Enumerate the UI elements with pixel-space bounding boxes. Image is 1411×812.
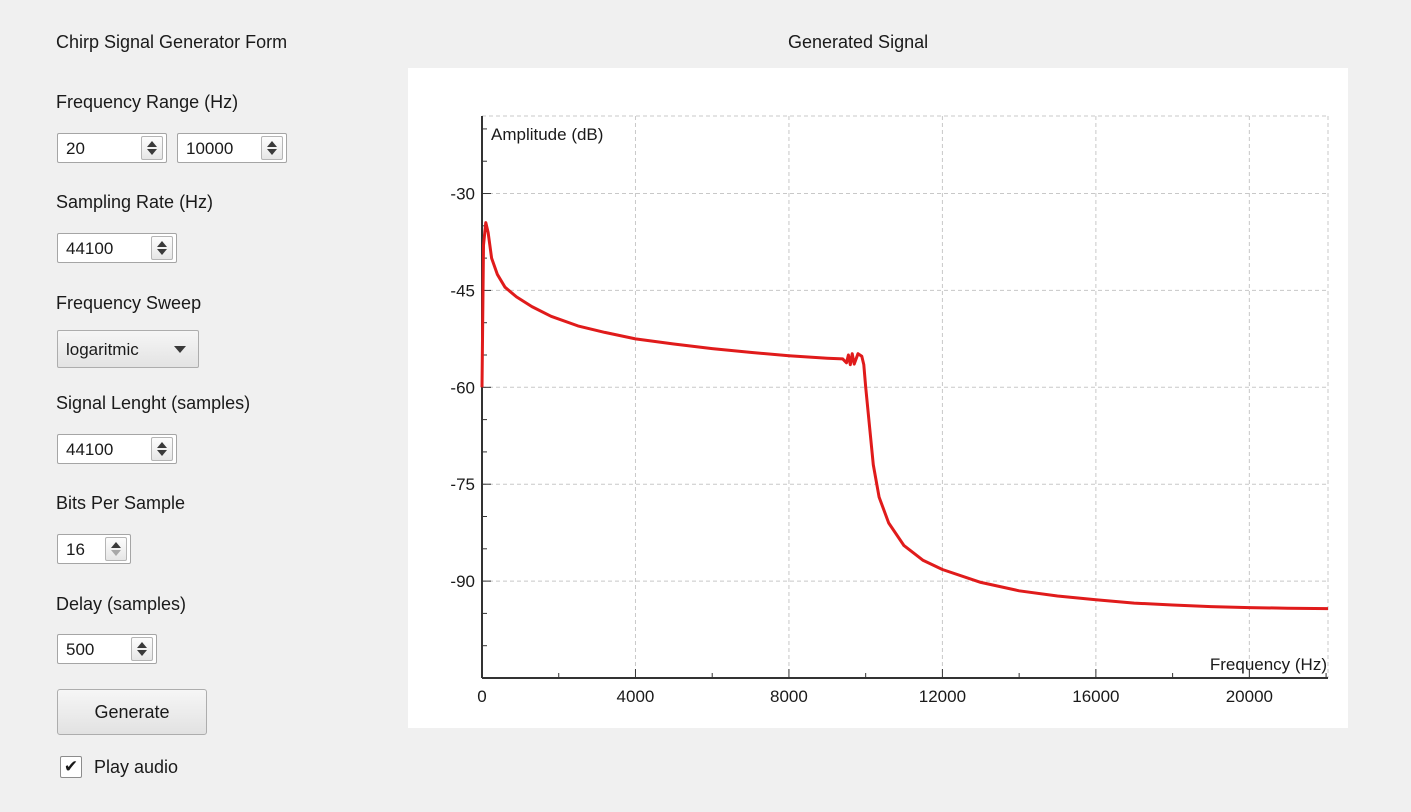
- x-axis-label: Frequency (Hz): [1210, 655, 1327, 674]
- sampling-rate-value: 44100: [66, 239, 114, 258]
- y-axis-label: Amplitude (dB): [491, 125, 603, 144]
- delay-label: Delay (samples): [56, 594, 187, 614]
- chevron-down-icon: [174, 346, 186, 353]
- frequency-min-value: 20: [66, 139, 85, 158]
- bits-per-sample-label: Bits Per Sample: [56, 493, 186, 513]
- frequency-sweep-select[interactable]: logaritmic: [57, 330, 199, 368]
- x-tick-label: 8000: [770, 687, 808, 706]
- plot-title: Generated Signal: [788, 32, 929, 52]
- signal-length-value: 44100: [66, 440, 114, 459]
- bits-per-sample-spinbox[interactable]: 16: [57, 534, 131, 564]
- spectrum-chart: 0 4000 8000 12000 16000 20000 -30 -45 -60 -75 -90 A…: [450, 115, 1329, 706]
- frequency-sweep-label: Frequency Sweep: [56, 293, 202, 313]
- y-tick-label: -60: [450, 378, 475, 397]
- sampling-rate-label: Sampling Rate (Hz): [56, 192, 214, 212]
- bits-per-sample-value: 16: [66, 540, 85, 559]
- form-title: Chirp Signal Generator Form: [56, 32, 288, 52]
- delay-value: 500: [66, 640, 95, 659]
- spin-arrows-icon[interactable]: [141, 136, 163, 160]
- x-tick-label: 20000: [1226, 687, 1273, 706]
- frequency-max-value: 10000: [186, 139, 234, 158]
- spin-arrows-icon[interactable]: [261, 136, 283, 160]
- x-tick-label: 4000: [617, 687, 655, 706]
- x-tick-label: 0: [477, 687, 486, 706]
- series-line: [480, 221, 1329, 611]
- delay-spinbox[interactable]: 500: [57, 634, 157, 664]
- spin-arrows-icon[interactable]: [131, 637, 153, 661]
- spin-arrows-icon[interactable]: [151, 437, 173, 461]
- y-tick-label: -90: [450, 572, 475, 591]
- y-tick-label: -75: [450, 475, 475, 494]
- x-tick-label: 16000: [1072, 687, 1119, 706]
- y-tick-label: -30: [450, 185, 475, 204]
- play-audio-checkbox[interactable]: ✔: [60, 756, 82, 778]
- play-audio-label[interactable]: Play audio: [94, 757, 179, 777]
- signal-length-spinbox[interactable]: 44100: [57, 434, 177, 464]
- generate-button[interactable]: Generate: [57, 689, 207, 735]
- spin-arrows-icon[interactable]: [151, 236, 173, 260]
- frequency-sweep-value: logaritmic: [66, 340, 139, 359]
- sampling-rate-spinbox[interactable]: 44100: [57, 233, 177, 263]
- spin-arrows-icon[interactable]: [105, 537, 127, 561]
- y-tick-label: -45: [450, 281, 475, 300]
- x-tick-label: 12000: [919, 687, 966, 706]
- signal-plot[interactable]: 0 4000 8000 12000 16000 20000 -30 -45 -60 -75 -90 A…: [408, 68, 1348, 728]
- signal-length-label: Signal Lenght (samples): [56, 393, 251, 413]
- frequency-min-spinbox[interactable]: 20: [57, 133, 167, 163]
- frequency-max-spinbox[interactable]: 10000: [177, 133, 287, 163]
- frequency-range-label: Frequency Range (Hz): [56, 92, 239, 112]
